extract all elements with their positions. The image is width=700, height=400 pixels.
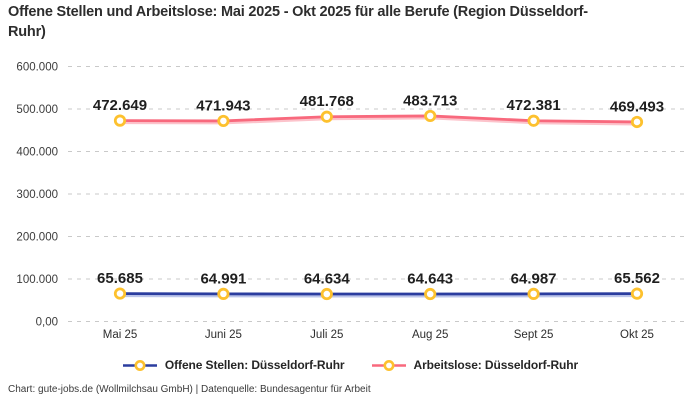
x-axis-tick-label: Okt 25 xyxy=(620,329,654,341)
y-axis-tick-label: 100.000 xyxy=(16,274,58,286)
data-point-marker-offene-stellen xyxy=(630,287,644,300)
legend-label: Arbeitslose: Düsseldorf-Ruhr xyxy=(413,358,579,372)
y-axis-tick-label: 0,00 xyxy=(36,317,58,329)
y-axis-tick-label: 200.000 xyxy=(16,232,58,244)
y-axis-tick-label: 500.000 xyxy=(16,104,58,116)
data-point-label-arbeitslose: 472.649 xyxy=(93,97,147,114)
data-point-label-arbeitslose: 472.381 xyxy=(506,97,560,114)
data-point-marker-arbeitslose xyxy=(113,114,127,127)
line-chart-canvas: 0,00 100.000 200.000 300.000 400.000 500.000 6… xyxy=(16,62,687,341)
y-axis-tick-label: 400.000 xyxy=(16,147,58,159)
data-point-marker-offene-stellen xyxy=(113,287,127,300)
y-axis-tick-label: 600.000 xyxy=(16,62,58,74)
chart-legend: Offene Stellen: Düsseldorf-Ruhr Arbeitslo… xyxy=(0,358,700,372)
data-point-label-offene-stellen: 64.643 xyxy=(407,271,453,288)
data-point-label-offene-stellen: 64.987 xyxy=(511,270,557,287)
data-point-label-offene-stellen: 64.634 xyxy=(304,271,351,288)
data-point-label-offene-stellen: 65.562 xyxy=(614,270,660,287)
chart-credit: Chart: gute-jobs.de (Wollmilchsau GmbH) … xyxy=(8,384,371,395)
x-axis-tick-label: Aug 25 xyxy=(412,329,448,341)
chart-title: Offene Stellen und Arbeitslose: Mai 2025… xyxy=(8,4,588,40)
data-point-marker-arbeitslose xyxy=(630,115,644,129)
data-point-marker-offene-stellen xyxy=(527,287,540,300)
data-point-label-offene-stellen: 65.685 xyxy=(97,270,143,287)
x-axis-tick-label: Juni 25 xyxy=(205,329,242,341)
data-point-label-arbeitslose: 469.493 xyxy=(610,98,664,115)
data-point-marker-offene-stellen xyxy=(217,287,230,300)
data-point-label-arbeitslose: 483.713 xyxy=(403,92,457,109)
legend-label: Offene Stellen: Düsseldorf-Ruhr xyxy=(164,358,345,372)
series-line-arbeitslose xyxy=(118,114,639,124)
x-axis-tick-label: Juli 25 xyxy=(310,329,343,341)
legend-line-marker-icon xyxy=(371,359,406,371)
data-point-marker-arbeitslose xyxy=(217,114,230,128)
x-axis-tick-label: Sept 25 xyxy=(514,329,554,341)
data-point-marker-offene-stellen xyxy=(320,287,333,301)
legend-item-offene-stellen[interactable]: Offene Stellen: Düsseldorf-Ruhr xyxy=(122,358,345,372)
y-axis-tick-label: 300.000 xyxy=(16,189,58,201)
x-axis-tick-label: Mai 25 xyxy=(103,329,138,341)
data-point-marker-arbeitslose xyxy=(527,114,540,127)
series-line-shadow-arbeitslose xyxy=(118,116,639,126)
legend-line-marker-icon xyxy=(122,359,157,371)
data-point-marker-arbeitslose xyxy=(424,109,437,123)
data-point-label-arbeitslose: 471.943 xyxy=(196,97,250,114)
legend-item-arbeitslose[interactable]: Arbeitslose: Düsseldorf-Ruhr xyxy=(371,358,579,372)
data-point-label-arbeitslose: 481.768 xyxy=(300,93,354,110)
data-point-marker-arbeitslose xyxy=(320,110,333,123)
data-point-label-offene-stellen: 64.991 xyxy=(200,270,246,287)
data-point-marker-offene-stellen xyxy=(424,287,437,301)
